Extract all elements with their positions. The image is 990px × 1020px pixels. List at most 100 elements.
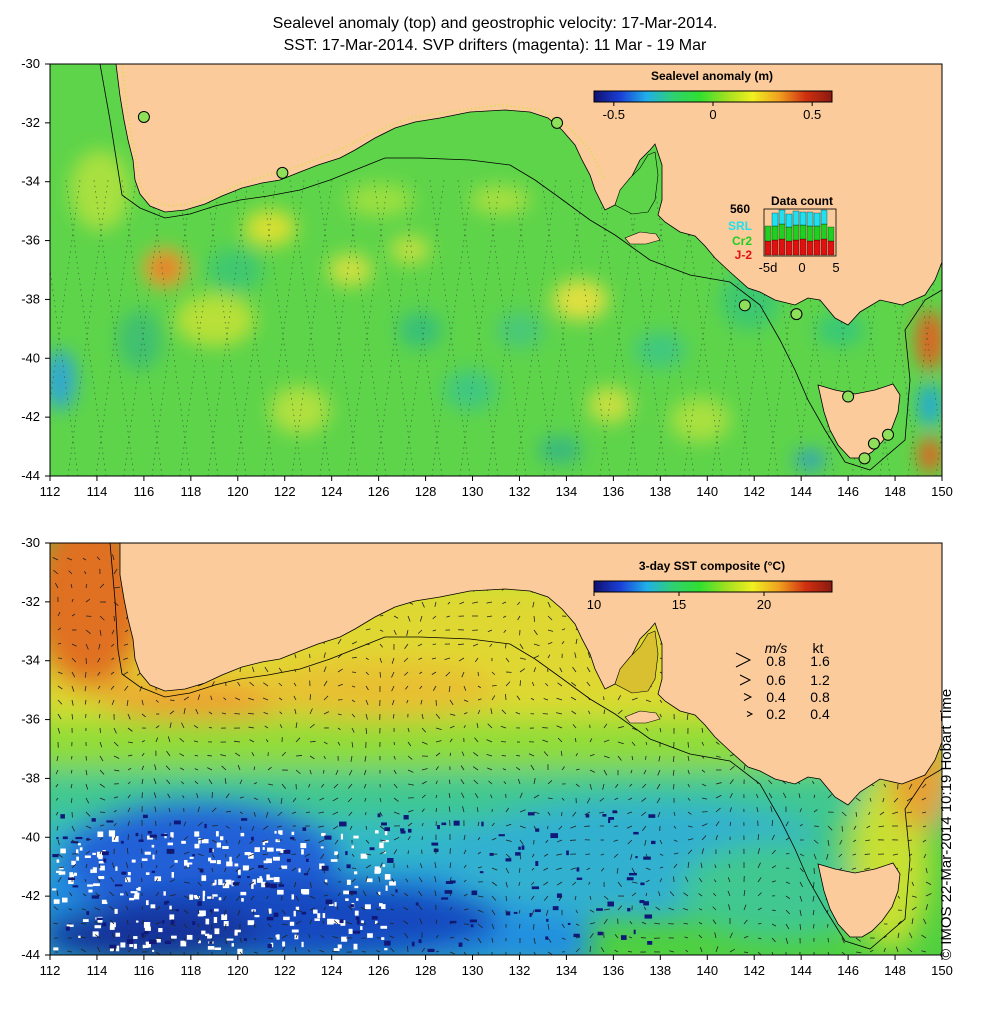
lon-tick-label: 140 — [696, 963, 718, 978]
velocity-arrow — [799, 853, 805, 857]
lat-tick-label: -40 — [21, 350, 40, 365]
velocity-arrow — [235, 867, 241, 872]
velocity-arrow — [365, 699, 369, 706]
cloud-pixel — [110, 922, 116, 928]
cold-pixel — [635, 856, 638, 859]
velocity-arrow — [505, 807, 510, 813]
velocity-arrow — [432, 615, 437, 620]
altimeter-track — [93, 179, 135, 476]
cold-pixel — [265, 883, 271, 888]
cloud-pixel — [197, 914, 204, 917]
data-count-bar-cr2 — [813, 225, 821, 241]
velocity-arrow — [319, 797, 325, 801]
velocity-arrow — [99, 863, 101, 869]
cloud-pixel — [251, 882, 254, 889]
velocity-arrow — [127, 949, 132, 953]
velocity-arrow — [57, 627, 62, 631]
velocity-arrow — [895, 946, 899, 953]
velocity-arrow — [179, 738, 185, 743]
velocity-arrow — [348, 769, 353, 776]
cloud-pixel — [335, 919, 342, 925]
velocity-arrow — [183, 836, 189, 841]
velocity-arrow — [756, 807, 759, 813]
velocity-arrow — [589, 895, 592, 900]
cloud-pixel — [186, 934, 193, 940]
velocity-arrow — [333, 783, 339, 789]
cloud-pixel — [277, 889, 284, 895]
velocity-arrow — [363, 769, 367, 776]
velocity-arrow — [365, 839, 370, 844]
velocity-arrow — [547, 780, 553, 785]
lon-tick-label: 134 — [556, 484, 578, 499]
velocity-arrow — [603, 755, 610, 759]
lon-tick-label: 148 — [884, 963, 906, 978]
velocity-arrow — [617, 881, 622, 887]
velocity-arrow — [683, 892, 689, 897]
velocity-arrow — [403, 657, 409, 663]
cloud-pixel — [374, 830, 379, 834]
cold-pixel — [355, 916, 360, 920]
sla-colorbar-ticks: -0.5 0 0.5 — [603, 102, 821, 122]
altimeter-track — [317, 179, 359, 476]
velocity-arrow — [376, 950, 381, 953]
velocity-arrow — [332, 936, 339, 939]
coast-dotted-band — [121, 64, 606, 208]
velocity-arrow — [248, 726, 255, 729]
lon-tick-label: 136 — [603, 484, 625, 499]
velocity-arrow — [459, 601, 465, 605]
velocity-arrow — [362, 890, 367, 897]
cloud-pixel — [75, 849, 79, 854]
altimeter-track — [347, 179, 389, 476]
velocity-arrow — [406, 864, 409, 869]
velocity-arrow — [659, 839, 663, 845]
velocity-arrow — [390, 947, 395, 953]
velocity-arrow — [472, 601, 479, 604]
cloud-pixel — [189, 856, 194, 859]
cloud-pixel — [142, 944, 145, 949]
velocity-legend: m/s kt 0.8 1.6 0.6 1.2 0.4 0.8 0.2 0.4 — [735, 640, 830, 722]
velocity-arrow — [379, 850, 386, 855]
lon-tick-label: 112 — [40, 963, 61, 978]
velocity-arrow — [603, 895, 609, 900]
velocity-arrow — [841, 951, 846, 955]
velocity-arrow — [253, 937, 257, 941]
velocity-arrow — [419, 918, 423, 925]
cold-pixel — [352, 930, 361, 934]
cold-pixel — [91, 895, 99, 899]
velocity-arrow — [434, 848, 437, 855]
velocity-arrow — [351, 699, 356, 703]
velocity-arrow — [295, 909, 302, 912]
velocity-arrow — [267, 783, 274, 786]
sealevel-anomaly-panel: Sealevel anomaly (m) -0.5 0 0.5 Data count… — [21, 56, 953, 499]
velocity-arrow — [113, 809, 117, 813]
cloud-pixel — [252, 879, 256, 885]
velocity-arrow — [127, 754, 133, 757]
velocity-arrow — [127, 820, 130, 827]
velocity-arrow — [207, 767, 213, 771]
cold-pixel — [481, 821, 484, 827]
altimeter-track — [345, 179, 387, 476]
velocity-arrow — [589, 783, 592, 790]
sst-axes: 112 114 116 118 120 122 124 126 128 130 132 134 136 1… — [21, 535, 953, 978]
lon-tick-label: 148 — [884, 484, 906, 499]
velocity-arrow — [827, 951, 830, 955]
velocity-arrow — [71, 671, 76, 678]
velocity-arrow — [225, 839, 228, 844]
velocity-arrow — [211, 807, 217, 813]
velocity-arrow — [673, 825, 677, 829]
velocity-arrow — [855, 811, 858, 817]
cloud-pixel — [145, 900, 149, 906]
velocity-arrow — [701, 823, 708, 827]
velocity-arrow — [278, 667, 283, 673]
velocity-arrow — [183, 923, 188, 928]
data-count-inset: Data count 560 SRL Cr2 J-2 -5d 0 5 — [728, 194, 840, 275]
velocity-arrow — [113, 835, 117, 841]
velocity-arrow — [855, 937, 861, 942]
velocity-arrow — [435, 919, 438, 925]
velocity-arrow — [700, 862, 703, 869]
velocity-arrow — [237, 764, 241, 771]
velocity-arrow — [153, 792, 157, 799]
velocity-arrow — [99, 755, 104, 762]
cloud-pixel — [222, 846, 229, 850]
velocity-arrow — [393, 755, 396, 760]
